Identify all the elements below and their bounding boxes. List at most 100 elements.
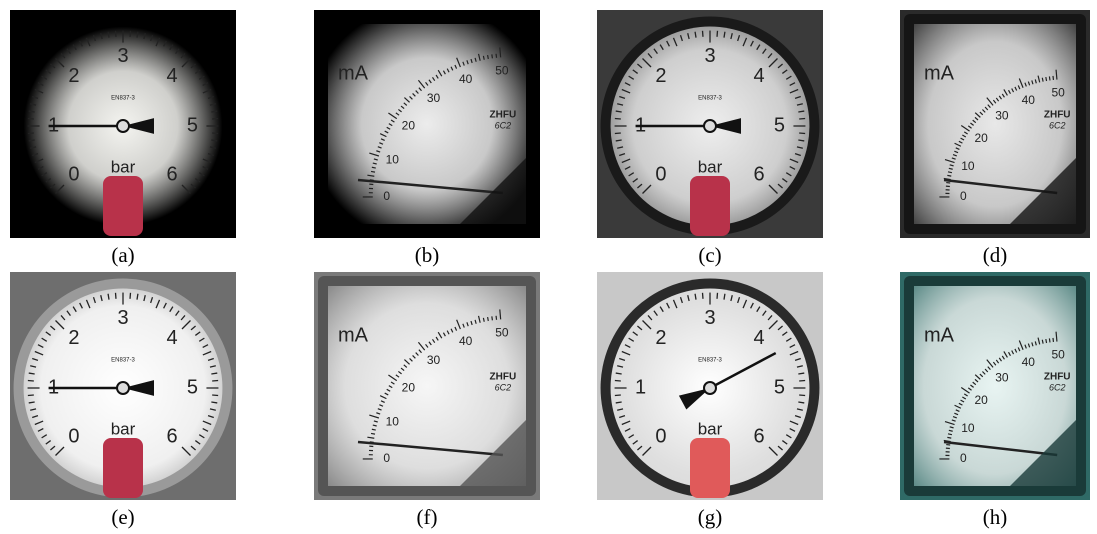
gauge-number: 6 <box>754 163 765 185</box>
red-cap <box>690 438 730 498</box>
red-cap <box>690 176 730 236</box>
meter-tick <box>371 433 375 434</box>
gauge-number: 5 <box>187 114 198 136</box>
gauge-number: 6 <box>167 163 178 185</box>
gauge-number: 0 <box>68 163 79 185</box>
gauge-number: 4 <box>754 65 765 87</box>
meter-brand: ZHFU <box>1044 110 1071 121</box>
meter-tick <box>1049 76 1050 80</box>
meter-tick <box>372 429 376 430</box>
gauge-tick <box>616 402 622 403</box>
photo: 0123456EN837-3bar <box>597 272 823 500</box>
caption: (e) <box>111 505 134 529</box>
red-cap <box>103 176 143 236</box>
meter-number: 40 <box>1022 93 1036 107</box>
meter-model: 6C2 <box>495 382 512 392</box>
needle-hub <box>704 120 716 132</box>
caption: (g) <box>698 505 723 529</box>
meter-number: 10 <box>961 159 975 173</box>
gauge-tick <box>695 294 696 300</box>
gauge-model: EN837-3 <box>698 96 722 102</box>
gauge-tick <box>29 373 35 374</box>
meter-tick <box>488 317 489 321</box>
gauge-model: EN837-3 <box>111 96 135 102</box>
gauge-number: 6 <box>167 425 178 447</box>
photo: 0123456EN837-3bar <box>10 272 236 500</box>
meter-unit: mA <box>338 62 369 84</box>
gauge-tick <box>29 140 35 141</box>
meter-number: 40 <box>459 72 473 86</box>
gauge-tick <box>616 111 622 112</box>
meter-number: 20 <box>974 393 988 407</box>
meter-number: 40 <box>1022 355 1036 369</box>
gauge-tick <box>724 294 725 300</box>
meter-brand: ZHFU <box>490 110 517 121</box>
caption: (a) <box>111 243 134 267</box>
meter-number: 10 <box>386 414 400 428</box>
page: {"panels": [ {"caption": "(a)", "scale":… <box>0 0 1097 534</box>
gauge-number: 3 <box>704 45 715 67</box>
gauge-unit: bar <box>111 157 136 176</box>
needle-hub <box>117 382 129 394</box>
caption: (c) <box>698 243 721 267</box>
gauge-tick <box>108 32 109 38</box>
meter-tick <box>492 316 493 320</box>
gauge-model: EN837-3 <box>698 358 722 364</box>
meter-unit: mA <box>338 324 369 346</box>
gauge-tick <box>616 140 622 141</box>
meter-number: 30 <box>995 370 1009 384</box>
photo: 01020304050mAZHFU6C2 <box>900 272 1090 500</box>
meter-number: 0 <box>960 451 967 465</box>
gauge-tick <box>798 402 804 403</box>
gauge-tick <box>29 402 35 403</box>
photo: 01020304050mAZHFU6C2 <box>314 10 540 238</box>
meter-tick <box>948 434 952 435</box>
gauge-unit: bar <box>111 419 136 438</box>
meter-brand: ZHFU <box>1044 372 1071 383</box>
meter-brand: ZHFU <box>490 372 517 383</box>
photo: 0123456EN837-3bar <box>10 10 236 238</box>
gauge-number: 5 <box>187 376 198 398</box>
needle-hub <box>704 382 716 394</box>
caption: (h) <box>983 505 1008 529</box>
gauge-tick <box>695 32 696 38</box>
meter-tick <box>1049 338 1050 342</box>
meter-tick <box>948 172 952 173</box>
meter-unit: mA <box>924 324 955 346</box>
meter-tick <box>1046 77 1047 81</box>
gauge-tick <box>211 111 217 112</box>
meter-tick <box>947 437 951 438</box>
meter-number: 10 <box>386 152 400 166</box>
gauge-tick <box>137 294 138 300</box>
meter-number: 30 <box>995 108 1009 122</box>
gauge-unit: bar <box>698 419 723 438</box>
meter-number: 30 <box>427 91 441 105</box>
gauge-tick <box>211 373 217 374</box>
gauge-tick <box>798 140 804 141</box>
meter-tick <box>1046 339 1047 343</box>
meter-number: 40 <box>459 334 473 348</box>
meter-tick <box>492 54 493 58</box>
meter-tick <box>1042 78 1043 82</box>
meter-number: 50 <box>495 325 509 339</box>
red-cap <box>103 438 143 498</box>
gauge-number: 1 <box>635 376 646 398</box>
meter-model: 6C2 <box>1049 382 1066 392</box>
meter-unit: mA <box>924 62 955 84</box>
gauge-number: 3 <box>704 307 715 329</box>
gauge-number: 5 <box>774 114 785 136</box>
gauge-number: 3 <box>117 307 128 329</box>
gauge-number: 4 <box>167 65 178 87</box>
gauge-tick <box>108 294 109 300</box>
caption: (d) <box>983 243 1008 267</box>
gauge-model: EN837-3 <box>111 358 135 364</box>
meter-number: 20 <box>974 131 988 145</box>
gauge-tick <box>724 32 725 38</box>
gauge-number: 4 <box>167 327 178 349</box>
meter-model: 6C2 <box>495 120 512 130</box>
figure: 0123456EN837-3bar(a)01020304050mAZHFU6C2… <box>0 0 1097 534</box>
gauge-number: 2 <box>68 327 79 349</box>
gauge-tick <box>211 402 217 403</box>
